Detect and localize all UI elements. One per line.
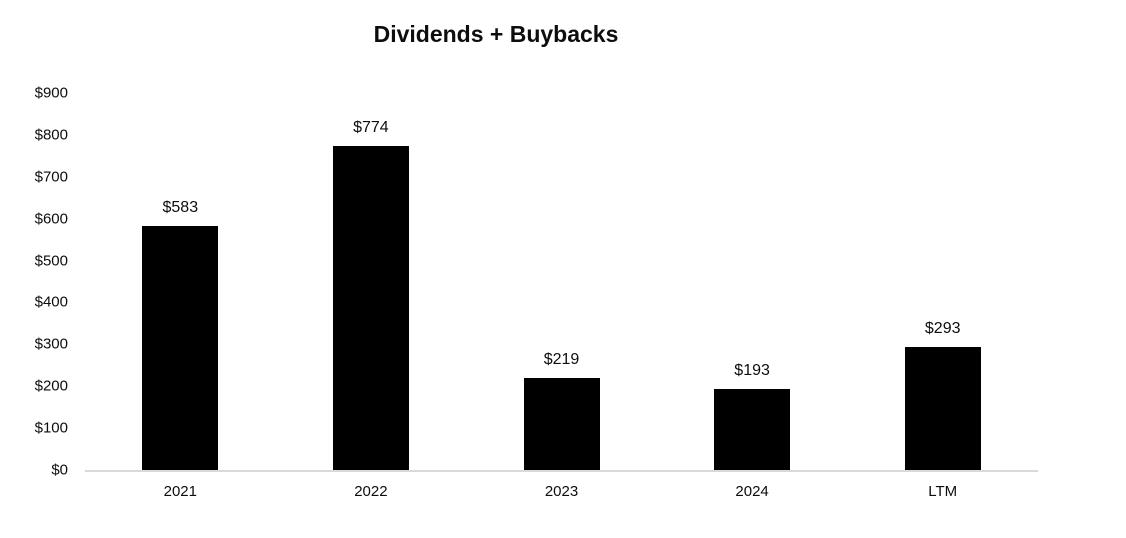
- bar: [714, 389, 791, 470]
- x-category-label: LTM: [928, 483, 958, 500]
- y-tick-label: $800: [34, 126, 68, 144]
- y-tick-label: $200: [34, 377, 68, 395]
- y-tick-label: $700: [34, 168, 68, 186]
- y-tick-label: $600: [34, 210, 68, 228]
- x-category-label: 2024: [735, 483, 769, 500]
- bar-value-label: $583: [162, 198, 199, 216]
- y-tick-label: $400: [34, 293, 68, 311]
- bar: [523, 378, 600, 470]
- y-tick-label: $500: [34, 252, 68, 270]
- x-category-label: 2022: [354, 483, 388, 500]
- y-tick-label: $0: [51, 461, 68, 479]
- bar-value-label: $219: [543, 351, 580, 369]
- y-tick-label: $300: [34, 335, 68, 353]
- bar-value-label: $293: [924, 320, 961, 338]
- x-category-label: 2023: [544, 483, 579, 500]
- x-axis-line: [85, 470, 1038, 472]
- bar-value-label: $193: [734, 362, 770, 380]
- y-tick-label: $900: [34, 84, 68, 102]
- y-tick-label: $100: [34, 419, 68, 437]
- bar-value-label: $774: [353, 118, 389, 136]
- chart-title: Dividends + Buybacks: [373, 21, 619, 47]
- bar: [142, 225, 219, 470]
- bar: [332, 145, 409, 470]
- bar: [904, 347, 981, 470]
- x-category-label: 2021: [163, 483, 197, 500]
